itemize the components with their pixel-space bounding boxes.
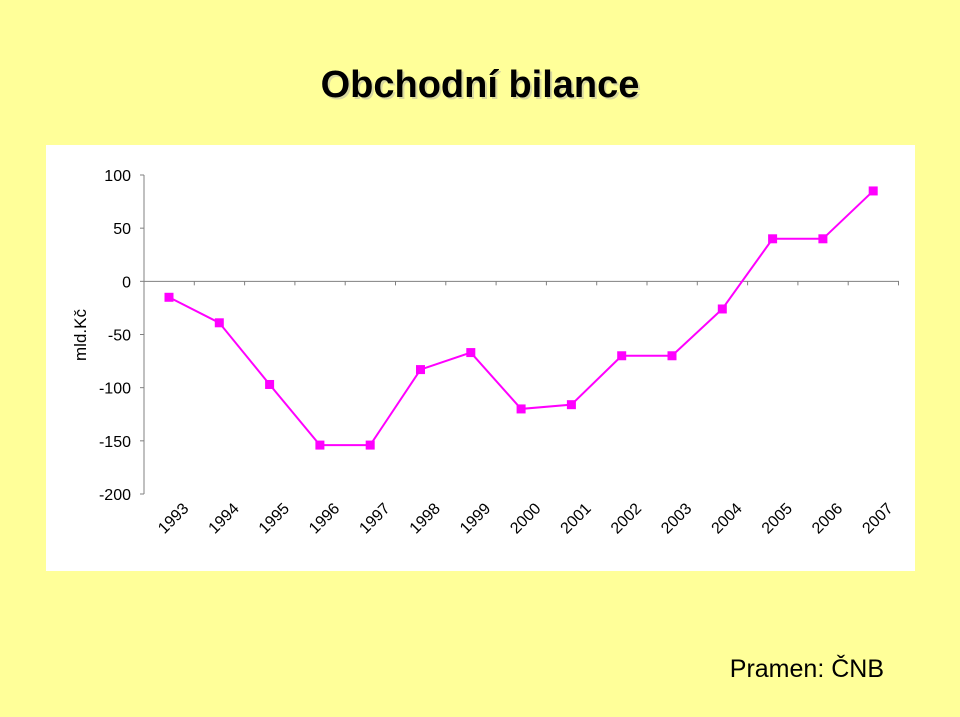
data-point-marker bbox=[768, 234, 778, 244]
x-tick-label: 2004 bbox=[709, 500, 746, 537]
x-tick-label: 1996 bbox=[306, 500, 343, 537]
x-tick-label: 1995 bbox=[256, 500, 293, 537]
y-tick-label: -150 bbox=[99, 434, 131, 451]
line-chart: 100 50 0 -50 -100 -150 -200 mld.Kč 1993 1994 1995 1… bbox=[71, 168, 899, 537]
x-tick-label: 2003 bbox=[658, 500, 695, 537]
x-tick-label: 2002 bbox=[608, 500, 645, 537]
y-tick-label: -50 bbox=[108, 328, 131, 345]
data-point-marker bbox=[214, 318, 224, 328]
data-point-marker bbox=[516, 404, 526, 414]
chart-panel: 100 50 0 -50 -100 -150 -200 mld.Kč 1993 1994 1995 1… bbox=[46, 145, 915, 571]
data-point-marker bbox=[466, 348, 476, 358]
x-tick-label: 1993 bbox=[155, 500, 192, 537]
data-point-marker bbox=[868, 186, 878, 196]
y-tick-label: -200 bbox=[99, 487, 131, 504]
data-point-marker bbox=[617, 351, 627, 361]
y-axis-title: mld.Kč bbox=[71, 309, 90, 361]
y-tick-label: 100 bbox=[104, 168, 131, 185]
x-tick-label: 1998 bbox=[407, 500, 444, 537]
data-point-marker bbox=[717, 304, 727, 314]
x-tick-label: 2007 bbox=[859, 500, 896, 537]
data-point-marker bbox=[667, 351, 677, 361]
data-point-marker bbox=[315, 440, 325, 450]
x-tick-label: 2005 bbox=[759, 500, 796, 537]
x-tick-label: 1997 bbox=[356, 500, 393, 537]
data-point-marker bbox=[265, 379, 275, 389]
data-point-marker bbox=[818, 234, 828, 244]
data-point-marker bbox=[365, 440, 375, 450]
data-point-marker bbox=[164, 292, 174, 302]
y-tick-label: 0 bbox=[122, 274, 131, 291]
x-tick-label: 1994 bbox=[206, 500, 243, 537]
y-tick-label: 50 bbox=[113, 221, 131, 238]
x-tick-label: 2000 bbox=[507, 500, 544, 537]
x-tick-label: 2006 bbox=[809, 500, 846, 537]
y-tick-label: -100 bbox=[99, 381, 131, 398]
x-tick-label: 1999 bbox=[457, 500, 494, 537]
data-point-marker bbox=[416, 365, 425, 375]
source-note: Pramen: ČNB bbox=[729, 655, 884, 683]
data-point-marker bbox=[566, 400, 576, 410]
slide-title: Obchodní bilance bbox=[320, 64, 640, 106]
x-tick-label: 2001 bbox=[558, 500, 595, 537]
